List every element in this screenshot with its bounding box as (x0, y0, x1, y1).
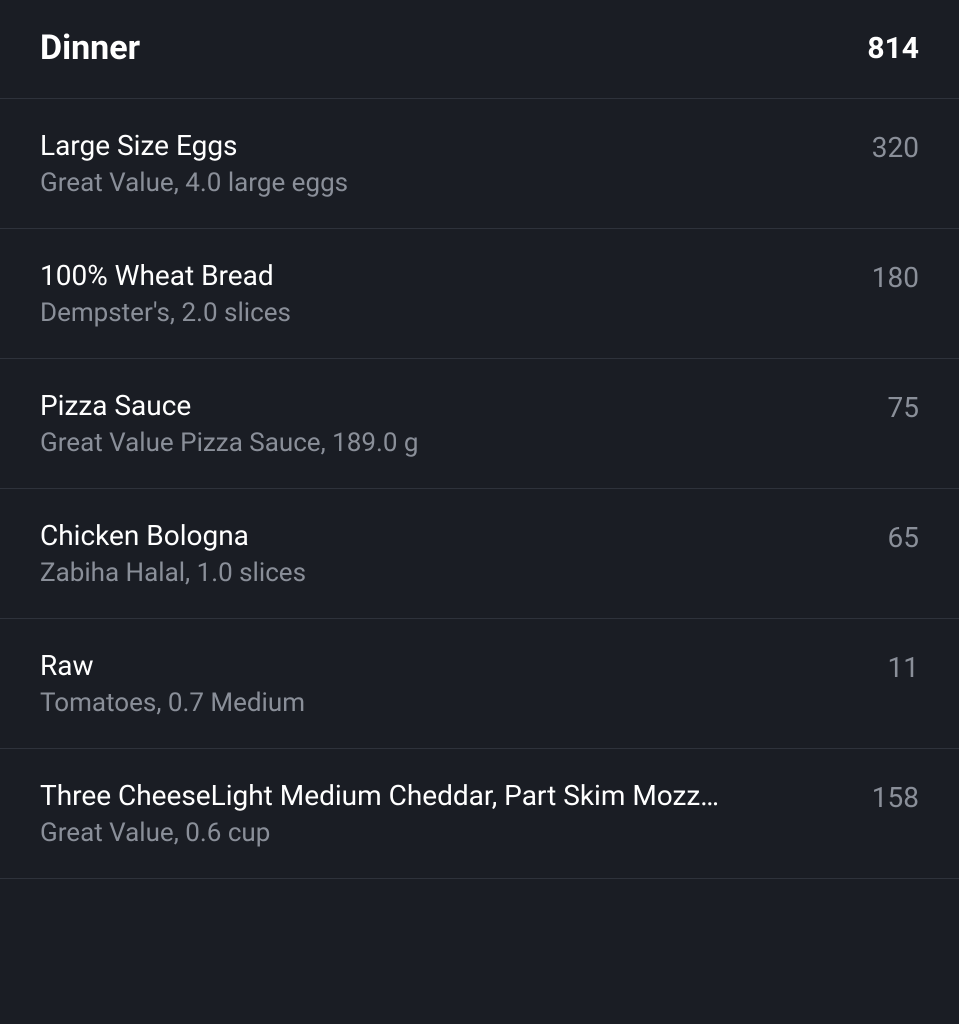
food-name: Pizza Sauce (40, 389, 868, 422)
meal-header: Dinner 814 (0, 0, 959, 99)
food-info: Three CheeseLight Medium Cheddar, Part S… (40, 779, 872, 848)
food-row[interactable]: 100% Wheat Bread Dempster's, 2.0 slices … (0, 229, 959, 359)
food-calories: 158 (872, 779, 919, 814)
food-calories: 65 (888, 519, 919, 554)
food-detail: Dempster's, 2.0 slices (40, 298, 852, 328)
food-name: Chicken Bologna (40, 519, 868, 552)
food-calories: 75 (888, 389, 919, 424)
food-info: Chicken Bologna Zabiha Halal, 1.0 slices (40, 519, 888, 588)
food-name: Three CheeseLight Medium Cheddar, Part S… (40, 779, 852, 812)
food-detail: Great Value Pizza Sauce, 189.0 g (40, 428, 868, 458)
food-detail: Tomatoes, 0.7 Medium (40, 688, 868, 718)
food-name: Large Size Eggs (40, 129, 852, 162)
food-info: 100% Wheat Bread Dempster's, 2.0 slices (40, 259, 872, 328)
food-row[interactable]: Chicken Bologna Zabiha Halal, 1.0 slices… (0, 489, 959, 619)
meal-total-calories: 814 (867, 31, 919, 66)
food-detail: Great Value, 0.6 cup (40, 818, 852, 848)
food-row[interactable]: Pizza Sauce Great Value Pizza Sauce, 189… (0, 359, 959, 489)
food-calories: 320 (872, 129, 919, 164)
food-row[interactable]: Three CheeseLight Medium Cheddar, Part S… (0, 749, 959, 879)
food-calories: 180 (872, 259, 919, 294)
food-name: Raw (40, 649, 868, 682)
food-name: 100% Wheat Bread (40, 259, 852, 292)
food-info: Raw Tomatoes, 0.7 Medium (40, 649, 888, 718)
food-info: Large Size Eggs Great Value, 4.0 large e… (40, 129, 872, 198)
food-detail: Zabiha Halal, 1.0 slices (40, 558, 868, 588)
food-row[interactable]: Raw Tomatoes, 0.7 Medium 11 (0, 619, 959, 749)
food-detail: Great Value, 4.0 large eggs (40, 168, 852, 198)
food-info: Pizza Sauce Great Value Pizza Sauce, 189… (40, 389, 888, 458)
food-calories: 11 (888, 649, 919, 684)
meal-title: Dinner (40, 28, 140, 68)
food-row[interactable]: Large Size Eggs Great Value, 4.0 large e… (0, 99, 959, 229)
food-list: Large Size Eggs Great Value, 4.0 large e… (0, 99, 959, 879)
